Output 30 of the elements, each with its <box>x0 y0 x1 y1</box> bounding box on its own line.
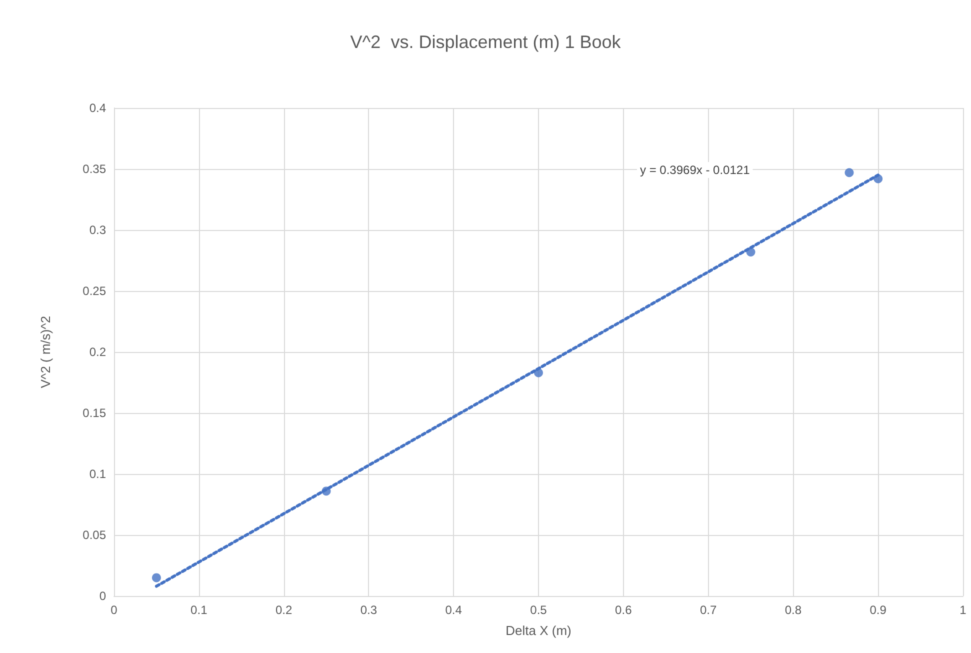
y-tick-label: 0.3 <box>89 223 106 237</box>
point <box>746 247 756 256</box>
x-tick-label: 0.9 <box>870 603 887 617</box>
x-tick-label: 0 <box>110 603 118 617</box>
x-tick-label: 0.1 <box>190 603 208 617</box>
x-tick-label: 0.6 <box>615 603 632 617</box>
y-tick-label: 0.15 <box>82 406 106 420</box>
point <box>534 368 543 378</box>
x-tick-label: 0.2 <box>275 603 292 617</box>
point <box>152 573 161 582</box>
annotation: y = 0.3969x - 0.0121 <box>640 163 750 177</box>
x-axis-title: Delta X (m) <box>506 623 572 638</box>
x-tick-label: 0.3 <box>360 603 378 617</box>
y-tick-label: 0 <box>99 589 106 603</box>
x-tick-label: 0.8 <box>784 603 802 617</box>
x-tick-label: 1 <box>960 603 967 617</box>
y-tick-label: 0.25 <box>82 284 106 298</box>
point <box>844 168 854 178</box>
y-tick-label: 0.2 <box>89 345 106 359</box>
point <box>322 486 331 496</box>
y-tick-label: 0.05 <box>82 528 106 542</box>
y-tick-label: 0.1 <box>89 467 106 481</box>
y-tick-label: 0.4 <box>89 101 106 115</box>
point <box>874 174 883 184</box>
x-tick-label: 0.5 <box>530 603 548 617</box>
chart-title: V^2 vs. Displacement (m) 1 Book <box>350 32 622 52</box>
y-axis-title: V^2 ( m/s)^2 <box>38 316 53 388</box>
x-tick-label: 0.7 <box>700 603 717 617</box>
y-tick-label: 0.35 <box>82 162 106 176</box>
x-tick-label: 0.4 <box>445 603 462 617</box>
